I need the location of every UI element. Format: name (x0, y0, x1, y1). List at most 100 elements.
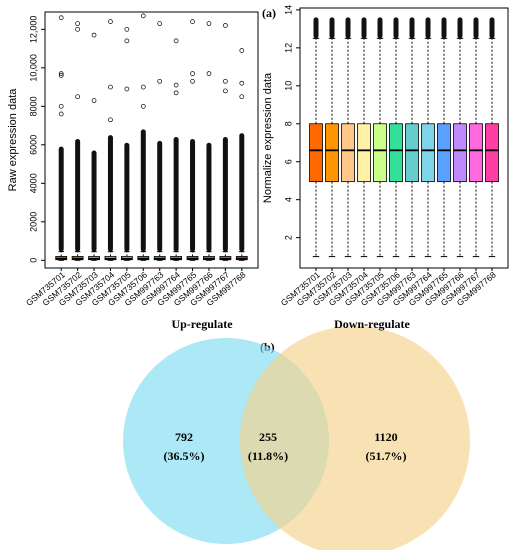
y-tick-label: 10 (283, 81, 293, 91)
outlier-band (173, 137, 179, 252)
box (485, 123, 499, 183)
outlier-band (473, 17, 479, 39)
outlier-band (58, 146, 64, 252)
outlier-band (393, 17, 399, 39)
outlier (91, 32, 97, 38)
y-tick-label: 4000 (28, 173, 38, 193)
outlier (140, 84, 146, 90)
outlier (108, 84, 113, 90)
outlier (140, 103, 146, 109)
region-percent: (51.7%) (366, 449, 407, 463)
plot-frame (299, 7, 509, 269)
outlier-band (409, 17, 415, 39)
y-tick-label: 8000 (28, 96, 38, 116)
outlier (157, 21, 163, 26)
y-axis-label: Normalize expression data (262, 72, 274, 203)
outlier-band (313, 17, 319, 39)
outlier-band (91, 150, 97, 252)
box (421, 123, 435, 183)
outlier (239, 80, 245, 86)
outlier-band (107, 135, 113, 252)
y-tick-label: 6 (283, 159, 293, 164)
outlier (239, 48, 245, 53)
outlier (108, 117, 113, 123)
region-percent: (36.5%) (164, 449, 205, 463)
outlier (58, 15, 64, 21)
region-percent: (11.8%) (248, 449, 288, 463)
outlier-band (239, 133, 245, 252)
y-tick-label: 2 (283, 235, 293, 240)
y-axis-label: Raw expression data (7, 88, 19, 192)
outlier-band (140, 129, 146, 252)
outlier (140, 13, 146, 19)
set-label: Down-regulate (334, 317, 410, 331)
outlier (75, 26, 80, 32)
outlier (124, 86, 130, 92)
outlier-band (206, 142, 212, 252)
set-circle (240, 326, 470, 550)
panel-label: (a) (262, 6, 276, 20)
outlier-band (190, 138, 196, 252)
outlier-band (489, 17, 495, 39)
outlier (75, 21, 80, 26)
outlier-band (425, 17, 431, 39)
box (469, 123, 483, 183)
outlier (206, 21, 212, 26)
outlier-band (329, 17, 335, 39)
outlier (124, 38, 130, 44)
y-tick-label: 14 (283, 5, 293, 15)
y-tick-label: 6000 (28, 135, 38, 155)
region-count: 792 (175, 430, 193, 444)
box (405, 123, 419, 183)
box (389, 123, 403, 183)
y-tick-label: 10,000 (28, 54, 38, 82)
y-tick-label: 12,000 (28, 16, 38, 44)
y-tick-label: 0 (28, 258, 38, 263)
outlier (124, 26, 130, 32)
set-label: Up-regulate (171, 317, 233, 331)
outlier (239, 94, 245, 100)
box (357, 123, 371, 183)
region-count: 255 (259, 430, 277, 444)
outlier (58, 73, 64, 78)
outlier (75, 94, 80, 100)
plot-frame (44, 11, 259, 269)
outlier (223, 23, 228, 28)
box (437, 123, 451, 183)
box (453, 123, 467, 183)
outlier-band (75, 138, 81, 252)
outlier (58, 71, 64, 76)
outlier-band (124, 142, 130, 252)
outlier-band (157, 140, 163, 252)
outlier (91, 98, 97, 103)
outlier-band (345, 17, 351, 39)
outlier (190, 78, 195, 84)
outlier (223, 78, 228, 84)
outlier (108, 19, 113, 24)
box (373, 123, 387, 183)
box (309, 123, 323, 183)
outlier (157, 78, 163, 84)
box (341, 123, 355, 183)
outlier (173, 90, 179, 96)
outlier (173, 38, 179, 44)
outlier-band (222, 137, 228, 252)
outlier-band (441, 17, 447, 39)
outlier (206, 71, 212, 76)
y-tick-label: 4 (283, 197, 293, 202)
outlier (190, 71, 195, 76)
outlier (190, 19, 195, 24)
box (325, 123, 339, 183)
y-tick-label: 12 (283, 43, 293, 53)
outlier (58, 111, 64, 117)
outlier-band (361, 17, 367, 39)
outlier (58, 103, 64, 109)
outlier (173, 82, 179, 88)
outlier-band (377, 17, 383, 39)
region-count: 1120 (374, 430, 397, 444)
outlier-band (457, 17, 463, 39)
outlier (223, 88, 228, 94)
y-tick-label: 2000 (28, 212, 38, 232)
y-tick-label: 8 (283, 121, 293, 126)
